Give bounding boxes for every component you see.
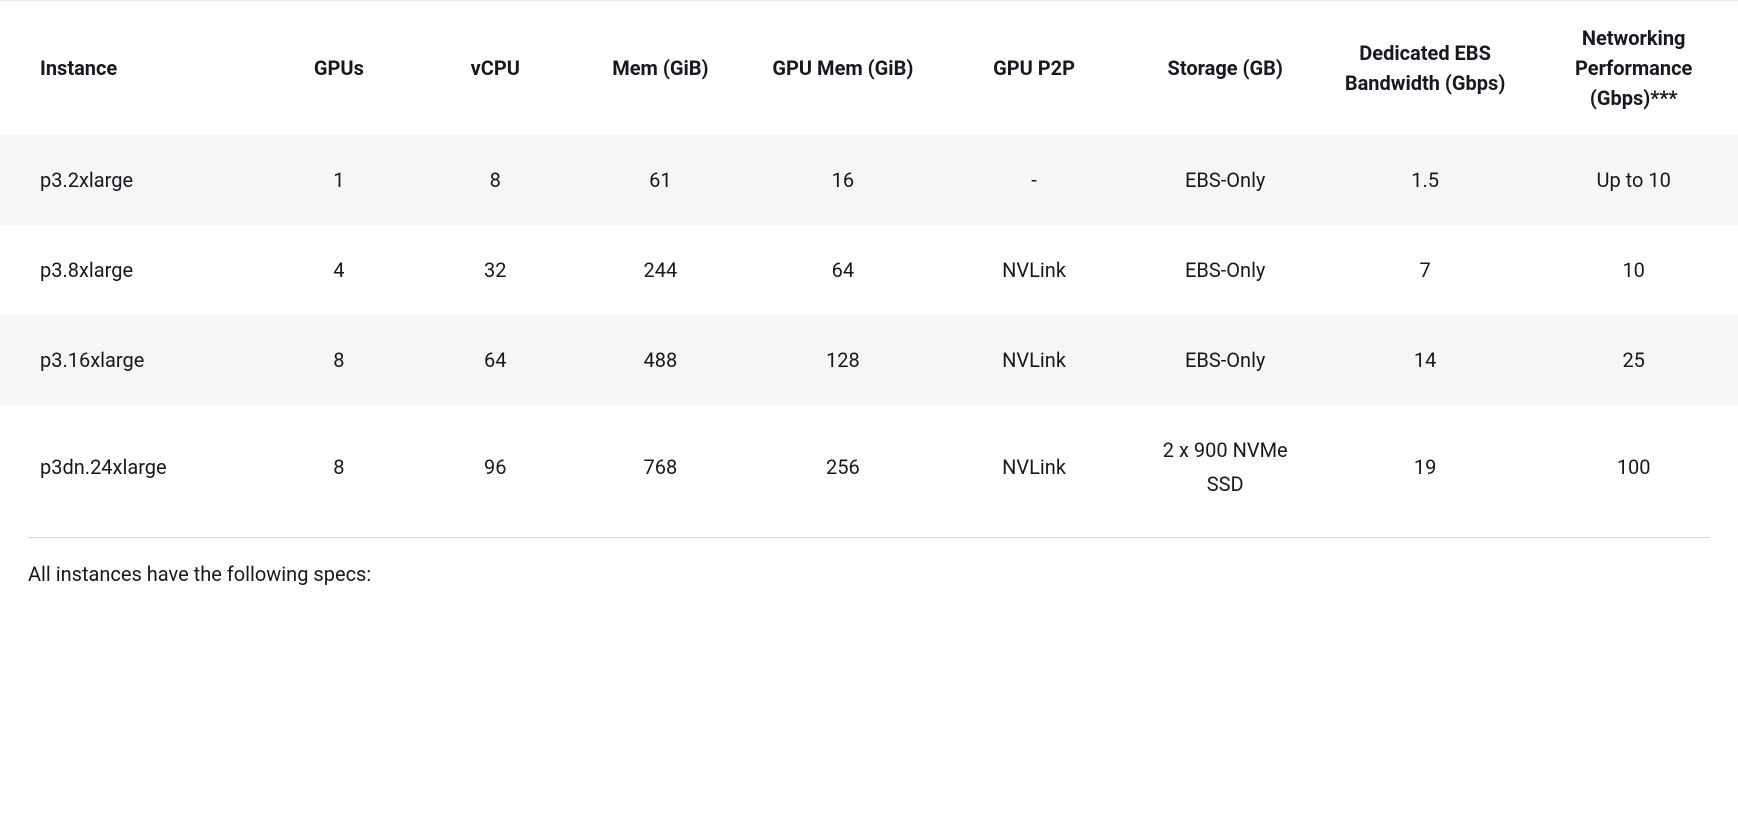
cell-vcpu: 32 <box>417 225 573 315</box>
cell-ebs-bandwidth: 14 <box>1321 315 1530 405</box>
cell-gpu-p2p: NVLink <box>938 225 1129 315</box>
cell-ebs-bandwidth: 1.5 <box>1321 135 1530 225</box>
cell-instance: p3.2xlarge <box>0 135 261 225</box>
cell-gpu-mem: 256 <box>747 405 938 529</box>
cell-gpu-mem: 64 <box>747 225 938 315</box>
table-row: p3.16xlarge 8 64 488 128 NVLink EBS-Only… <box>0 315 1738 405</box>
table-header-row: Instance GPUs vCPU Mem (GiB) GPU Mem (Gi… <box>0 1 1738 135</box>
cell-gpu-p2p: - <box>938 135 1129 225</box>
cell-gpus: 4 <box>261 225 417 315</box>
cell-mem: 768 <box>574 405 748 529</box>
cell-gpus: 8 <box>261 315 417 405</box>
col-vcpu: vCPU <box>417 1 573 135</box>
cell-network-perf: 100 <box>1529 405 1738 529</box>
cell-instance: p3.8xlarge <box>0 225 261 315</box>
cell-gpus: 1 <box>261 135 417 225</box>
col-network-perf: Networking Performance (Gbps)*** <box>1529 1 1738 135</box>
col-gpu-p2p: GPU P2P <box>938 1 1129 135</box>
cell-network-perf: Up to 10 <box>1529 135 1738 225</box>
cell-gpu-p2p: NVLink <box>938 405 1129 529</box>
cell-gpu-mem: 128 <box>747 315 938 405</box>
cell-mem: 488 <box>574 315 748 405</box>
cell-storage: EBS-Only <box>1130 135 1321 225</box>
cell-instance: p3.16xlarge <box>0 315 261 405</box>
table-header: Instance GPUs vCPU Mem (GiB) GPU Mem (Gi… <box>0 1 1738 135</box>
footer-text: All instances have the following specs: <box>0 538 1738 586</box>
cell-network-perf: 10 <box>1529 225 1738 315</box>
col-mem: Mem (GiB) <box>574 1 748 135</box>
cell-storage: EBS-Only <box>1130 225 1321 315</box>
col-gpus: GPUs <box>261 1 417 135</box>
table-row: p3.2xlarge 1 8 61 16 - EBS-Only 1.5 Up t… <box>0 135 1738 225</box>
table-body: p3.2xlarge 1 8 61 16 - EBS-Only 1.5 Up t… <box>0 135 1738 529</box>
col-storage: Storage (GB) <box>1130 1 1321 135</box>
col-gpu-mem: GPU Mem (GiB) <box>747 1 938 135</box>
page-container: Instance GPUs vCPU Mem (GiB) GPU Mem (Gi… <box>0 0 1738 586</box>
cell-ebs-bandwidth: 19 <box>1321 405 1530 529</box>
table-row: p3.8xlarge 4 32 244 64 NVLink EBS-Only 7… <box>0 225 1738 315</box>
cell-vcpu: 96 <box>417 405 573 529</box>
cell-network-perf: 25 <box>1529 315 1738 405</box>
instance-specs-table: Instance GPUs vCPU Mem (GiB) GPU Mem (Gi… <box>0 1 1738 529</box>
cell-storage: EBS-Only <box>1130 315 1321 405</box>
cell-instance: p3dn.24xlarge <box>0 405 261 529</box>
cell-vcpu: 8 <box>417 135 573 225</box>
cell-gpu-p2p: NVLink <box>938 315 1129 405</box>
col-ebs-bandwidth: Dedicated EBS Bandwidth (Gbps) <box>1321 1 1530 135</box>
cell-mem: 244 <box>574 225 748 315</box>
cell-ebs-bandwidth: 7 <box>1321 225 1530 315</box>
table-row: p3dn.24xlarge 8 96 768 256 NVLink 2 x 90… <box>0 405 1738 529</box>
cell-vcpu: 64 <box>417 315 573 405</box>
cell-gpu-mem: 16 <box>747 135 938 225</box>
cell-gpus: 8 <box>261 405 417 529</box>
cell-mem: 61 <box>574 135 748 225</box>
cell-storage: 2 x 900 NVMe SSD <box>1130 405 1321 529</box>
col-instance: Instance <box>0 1 261 135</box>
